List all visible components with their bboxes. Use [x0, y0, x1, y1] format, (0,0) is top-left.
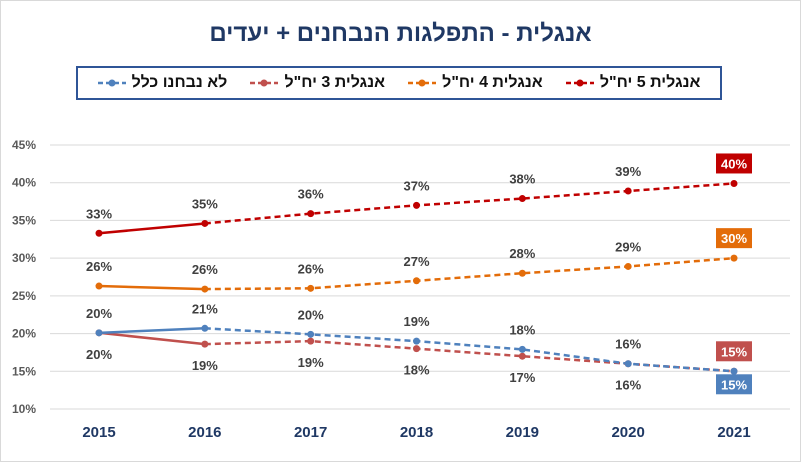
data-label: 30%	[721, 231, 747, 246]
series-line-actual	[98, 327, 205, 335]
data-point	[201, 324, 209, 332]
data-label: 16%	[615, 337, 641, 352]
data-label-box	[716, 228, 752, 249]
data-point	[518, 269, 526, 277]
data-point	[95, 329, 103, 337]
data-label: 16%	[615, 378, 641, 393]
data-label: 21%	[192, 301, 218, 316]
legend-label: אנגלית 4 יח"ל	[442, 74, 543, 91]
data-point	[518, 352, 526, 360]
data-label: 40%	[721, 156, 747, 171]
series-line-actual	[98, 222, 205, 235]
data-label: 20%	[86, 306, 112, 321]
chart-title: אנגלית - התפלגות הנבחנים + יעדים	[209, 20, 592, 47]
data-label: 20%	[86, 347, 112, 362]
legend-swatch-icon	[565, 78, 594, 88]
x-tick-label: 2020	[611, 424, 644, 441]
data-label: 29%	[615, 239, 641, 254]
series-line-target	[204, 327, 735, 373]
x-tick-label: 2017	[294, 424, 327, 441]
legend-swatch-icon	[408, 78, 437, 88]
data-label: 15%	[721, 344, 747, 359]
data-point	[307, 284, 315, 292]
data-label: 26%	[192, 262, 218, 277]
data-label: 28%	[509, 246, 535, 261]
y-tick-label: 25%	[12, 289, 36, 303]
data-label: 17%	[509, 370, 535, 385]
legend-item-english-4: אנגלית 4 יח"ל	[408, 74, 543, 92]
legend-label: לא נבחנו כלל	[131, 74, 228, 91]
data-label: 27%	[403, 254, 429, 269]
data-label: 39%	[615, 164, 641, 179]
data-point	[201, 285, 209, 293]
data-point	[307, 330, 315, 338]
series-line-target	[204, 182, 735, 225]
data-label-box	[716, 153, 752, 174]
data-label-box	[716, 341, 752, 362]
x-tick-label: 2019	[506, 424, 539, 441]
data-point	[624, 262, 632, 270]
legend-label: אנגלית 3 יח"ל	[284, 74, 386, 91]
x-tick-label: 2016	[188, 424, 221, 441]
legend-item-not-tested: לא נבחנו כלל	[97, 74, 228, 92]
legend-item-english-3: אנגלית 3 יח"ל	[250, 74, 385, 92]
data-point	[413, 201, 420, 209]
data-label: 36%	[298, 187, 324, 202]
data-label: 19%	[403, 314, 429, 329]
y-tick-label: 45%	[12, 138, 36, 152]
data-label: 26%	[86, 259, 112, 274]
legend: אנגלית 5 יח"ל אנגלית 4 יח"ל אנגלית 3 יח"…	[76, 66, 722, 100]
data-label: 18%	[403, 363, 429, 378]
series-line-target	[204, 256, 735, 291]
data-label: 38%	[509, 172, 535, 187]
data-label: 19%	[298, 355, 324, 370]
data-label: 18%	[509, 322, 535, 337]
x-tick-label: 2015	[82, 424, 115, 441]
data-point	[624, 360, 632, 368]
data-label: 37%	[403, 178, 429, 193]
y-tick-label: 40%	[12, 176, 36, 190]
data-label: 20%	[298, 307, 324, 322]
data-point	[307, 337, 315, 345]
data-label: 15%	[721, 377, 747, 392]
data-label: 19%	[192, 358, 218, 373]
x-tick-label: 2021	[717, 424, 750, 441]
data-label: 33%	[86, 206, 112, 221]
data-point	[624, 187, 632, 195]
legend-swatch-icon	[250, 78, 279, 88]
data-point	[201, 340, 209, 348]
y-tick-label: 15%	[12, 364, 36, 378]
data-point	[518, 195, 526, 203]
data-point	[307, 210, 315, 218]
data-point	[518, 345, 526, 353]
x-tick-label: 2018	[400, 424, 433, 441]
data-point	[730, 367, 738, 375]
data-point	[413, 345, 420, 353]
legend-item-english-5: אנגלית 5 יח"ל	[565, 74, 701, 92]
legend-label: אנגלית 5 יח"ל	[599, 74, 701, 91]
data-label-box	[716, 374, 752, 395]
legend-swatch-icon	[97, 78, 126, 88]
data-point	[201, 219, 209, 227]
data-label: 26%	[298, 261, 324, 276]
data-point	[413, 277, 420, 285]
y-tick-label: 35%	[12, 213, 36, 227]
data-point	[730, 254, 738, 262]
series-line-actual	[98, 284, 205, 291]
y-tick-label: 20%	[12, 327, 36, 341]
data-point	[413, 337, 420, 345]
data-point	[95, 229, 103, 237]
data-label: 35%	[192, 196, 218, 211]
series-line-actual	[98, 331, 205, 346]
y-tick-label: 30%	[12, 251, 36, 265]
y-tick-label: 10%	[12, 402, 36, 416]
data-point	[730, 179, 738, 187]
data-point	[95, 282, 103, 290]
